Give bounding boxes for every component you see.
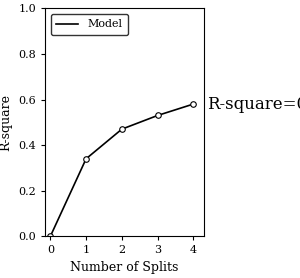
Text: R-square=0,58: R-square=0,58	[207, 96, 300, 113]
Model	[84, 157, 88, 160]
Line: Model: Model	[48, 101, 196, 239]
Model	[49, 235, 52, 238]
Model	[120, 128, 124, 131]
Model	[156, 114, 159, 117]
Model	[191, 102, 195, 106]
Y-axis label: R-square: R-square	[0, 94, 13, 151]
Legend: Model: Model	[51, 14, 128, 35]
X-axis label: Number of Splits: Number of Splits	[70, 261, 179, 274]
